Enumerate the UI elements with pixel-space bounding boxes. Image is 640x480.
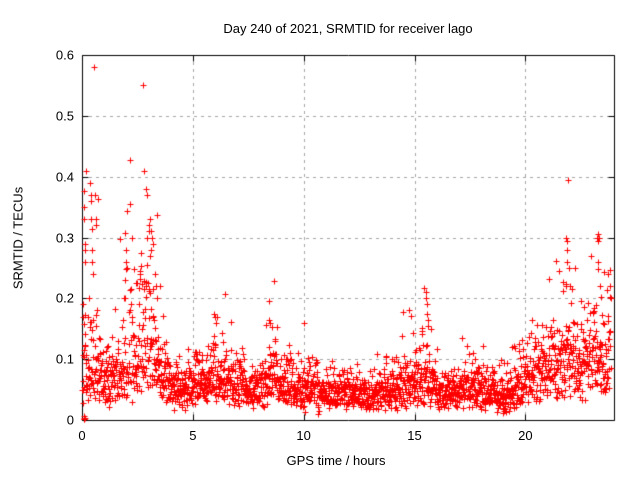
y-axis-title: SRMTID / TECUs	[10, 186, 26, 290]
x-tick-label: 20	[518, 428, 533, 443]
y-tick-label: 0.5	[55, 108, 74, 124]
y-tick-label: 0.4	[55, 169, 74, 185]
y-tick-label: 0.1	[55, 351, 74, 367]
y-tick-label: 0.3	[55, 230, 74, 245]
x-tick-label: 10	[296, 428, 311, 443]
y-tick-label: 0.2	[55, 290, 74, 306]
y-tick-label: 0.6	[55, 47, 74, 63]
x-tick-label: 0	[78, 428, 86, 443]
x-axis-title: GPS time / hours	[286, 453, 386, 468]
x-tick-label: 15	[407, 428, 422, 443]
chart-title: Day 240 of 2021, SRMTID for receiver lag…	[223, 21, 473, 36]
x-tick-label: 5	[189, 428, 197, 443]
y-tick-label: 0	[66, 412, 74, 428]
